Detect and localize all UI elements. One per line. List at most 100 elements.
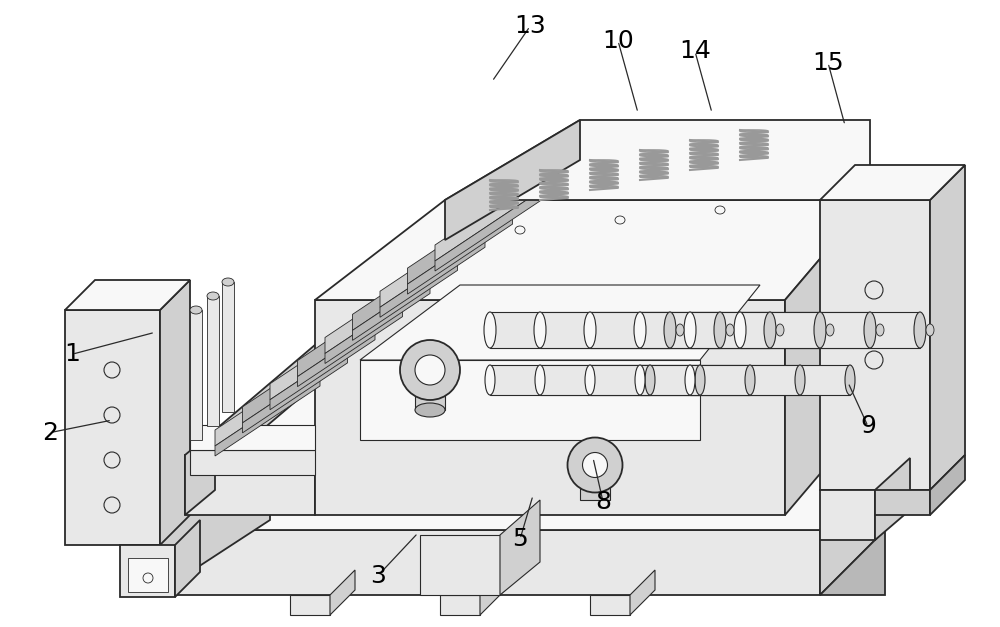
Ellipse shape [826,324,834,336]
Polygon shape [242,353,348,433]
Polygon shape [500,500,540,595]
Polygon shape [290,595,330,615]
Polygon shape [360,360,700,440]
Polygon shape [540,312,720,348]
Polygon shape [420,535,500,595]
Polygon shape [640,365,800,395]
Ellipse shape [584,312,596,348]
Polygon shape [298,291,402,377]
Ellipse shape [415,355,445,385]
Polygon shape [325,283,430,364]
Text: 5: 5 [512,527,528,551]
Ellipse shape [914,312,926,348]
Text: 15: 15 [812,51,844,75]
Polygon shape [325,268,430,354]
Polygon shape [155,450,885,530]
Ellipse shape [864,312,876,348]
Ellipse shape [415,403,445,417]
Ellipse shape [190,306,202,314]
Polygon shape [630,570,655,615]
Text: 9: 9 [860,414,876,438]
Polygon shape [215,230,450,470]
Polygon shape [490,312,670,348]
Polygon shape [315,300,785,515]
Polygon shape [352,245,458,330]
Polygon shape [270,314,375,400]
Polygon shape [65,310,160,545]
Polygon shape [490,365,650,395]
Polygon shape [820,165,965,200]
Text: 1: 1 [64,342,80,366]
Polygon shape [380,221,485,307]
Polygon shape [315,200,870,300]
Polygon shape [155,530,820,595]
Ellipse shape [664,312,676,348]
Polygon shape [930,455,965,515]
Polygon shape [445,120,870,200]
Ellipse shape [926,324,934,336]
Polygon shape [540,365,700,395]
Polygon shape [352,260,458,340]
Polygon shape [408,198,512,284]
Ellipse shape [645,365,655,395]
Ellipse shape [764,312,776,348]
Polygon shape [270,330,375,410]
Text: 10: 10 [602,29,634,53]
Ellipse shape [726,324,734,336]
Ellipse shape [814,312,826,348]
Polygon shape [590,595,630,615]
Ellipse shape [714,312,726,348]
Polygon shape [415,370,445,410]
Polygon shape [435,191,540,271]
Polygon shape [875,490,930,515]
Ellipse shape [685,365,695,395]
Ellipse shape [635,365,645,395]
Ellipse shape [484,312,496,348]
Polygon shape [690,312,870,348]
Text: 3: 3 [370,564,386,587]
Ellipse shape [535,365,545,395]
Ellipse shape [695,365,705,395]
Polygon shape [380,237,485,317]
Text: 2: 2 [42,421,58,445]
Ellipse shape [534,312,546,348]
Polygon shape [330,570,355,615]
Polygon shape [185,455,315,515]
Polygon shape [120,545,175,597]
Polygon shape [242,337,348,423]
Polygon shape [190,425,315,450]
Polygon shape [435,175,540,261]
Polygon shape [298,307,402,387]
Text: 13: 13 [514,14,546,38]
Polygon shape [190,310,202,440]
Polygon shape [690,365,850,395]
Ellipse shape [634,312,646,348]
Polygon shape [820,450,885,595]
Polygon shape [820,530,885,595]
Ellipse shape [795,365,805,395]
Polygon shape [440,595,480,615]
Polygon shape [222,282,234,412]
Polygon shape [445,120,580,240]
Polygon shape [820,490,875,540]
Polygon shape [930,165,965,490]
Polygon shape [128,558,168,592]
Polygon shape [785,200,870,515]
Polygon shape [590,312,770,348]
Ellipse shape [568,438,622,492]
Polygon shape [640,312,820,348]
Polygon shape [360,285,760,360]
Polygon shape [155,450,270,595]
Ellipse shape [400,340,460,400]
Polygon shape [875,458,910,540]
Ellipse shape [734,312,746,348]
Polygon shape [580,465,610,500]
Polygon shape [190,450,315,475]
Polygon shape [215,360,320,446]
Text: 8: 8 [595,490,611,514]
Polygon shape [160,280,190,545]
Polygon shape [820,200,930,490]
Polygon shape [185,260,580,455]
Ellipse shape [776,324,784,336]
Ellipse shape [845,365,855,395]
